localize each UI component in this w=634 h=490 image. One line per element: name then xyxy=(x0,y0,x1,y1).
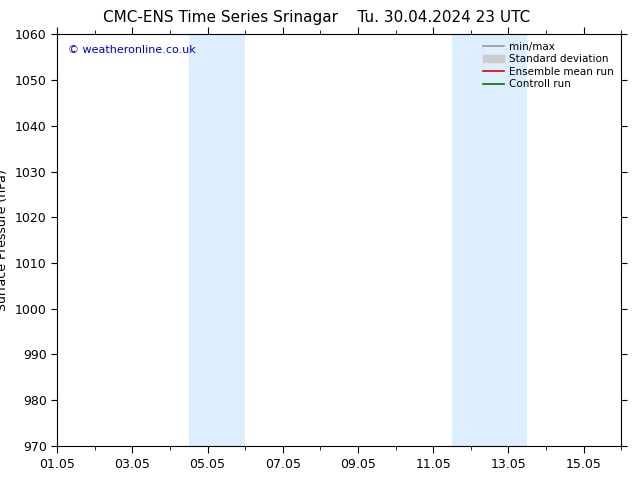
Y-axis label: Surface Pressure (hPa): Surface Pressure (hPa) xyxy=(0,169,10,311)
Text: © weatheronline.co.uk: © weatheronline.co.uk xyxy=(68,45,196,54)
Legend: min/max, Standard deviation, Ensemble mean run, Controll run: min/max, Standard deviation, Ensemble me… xyxy=(481,40,616,92)
Bar xyxy=(452,34,527,446)
Bar xyxy=(189,34,245,446)
Text: CMC-ENS Time Series Srinagar    Tu. 30.04.2024 23 UTC: CMC-ENS Time Series Srinagar Tu. 30.04.2… xyxy=(103,10,531,25)
